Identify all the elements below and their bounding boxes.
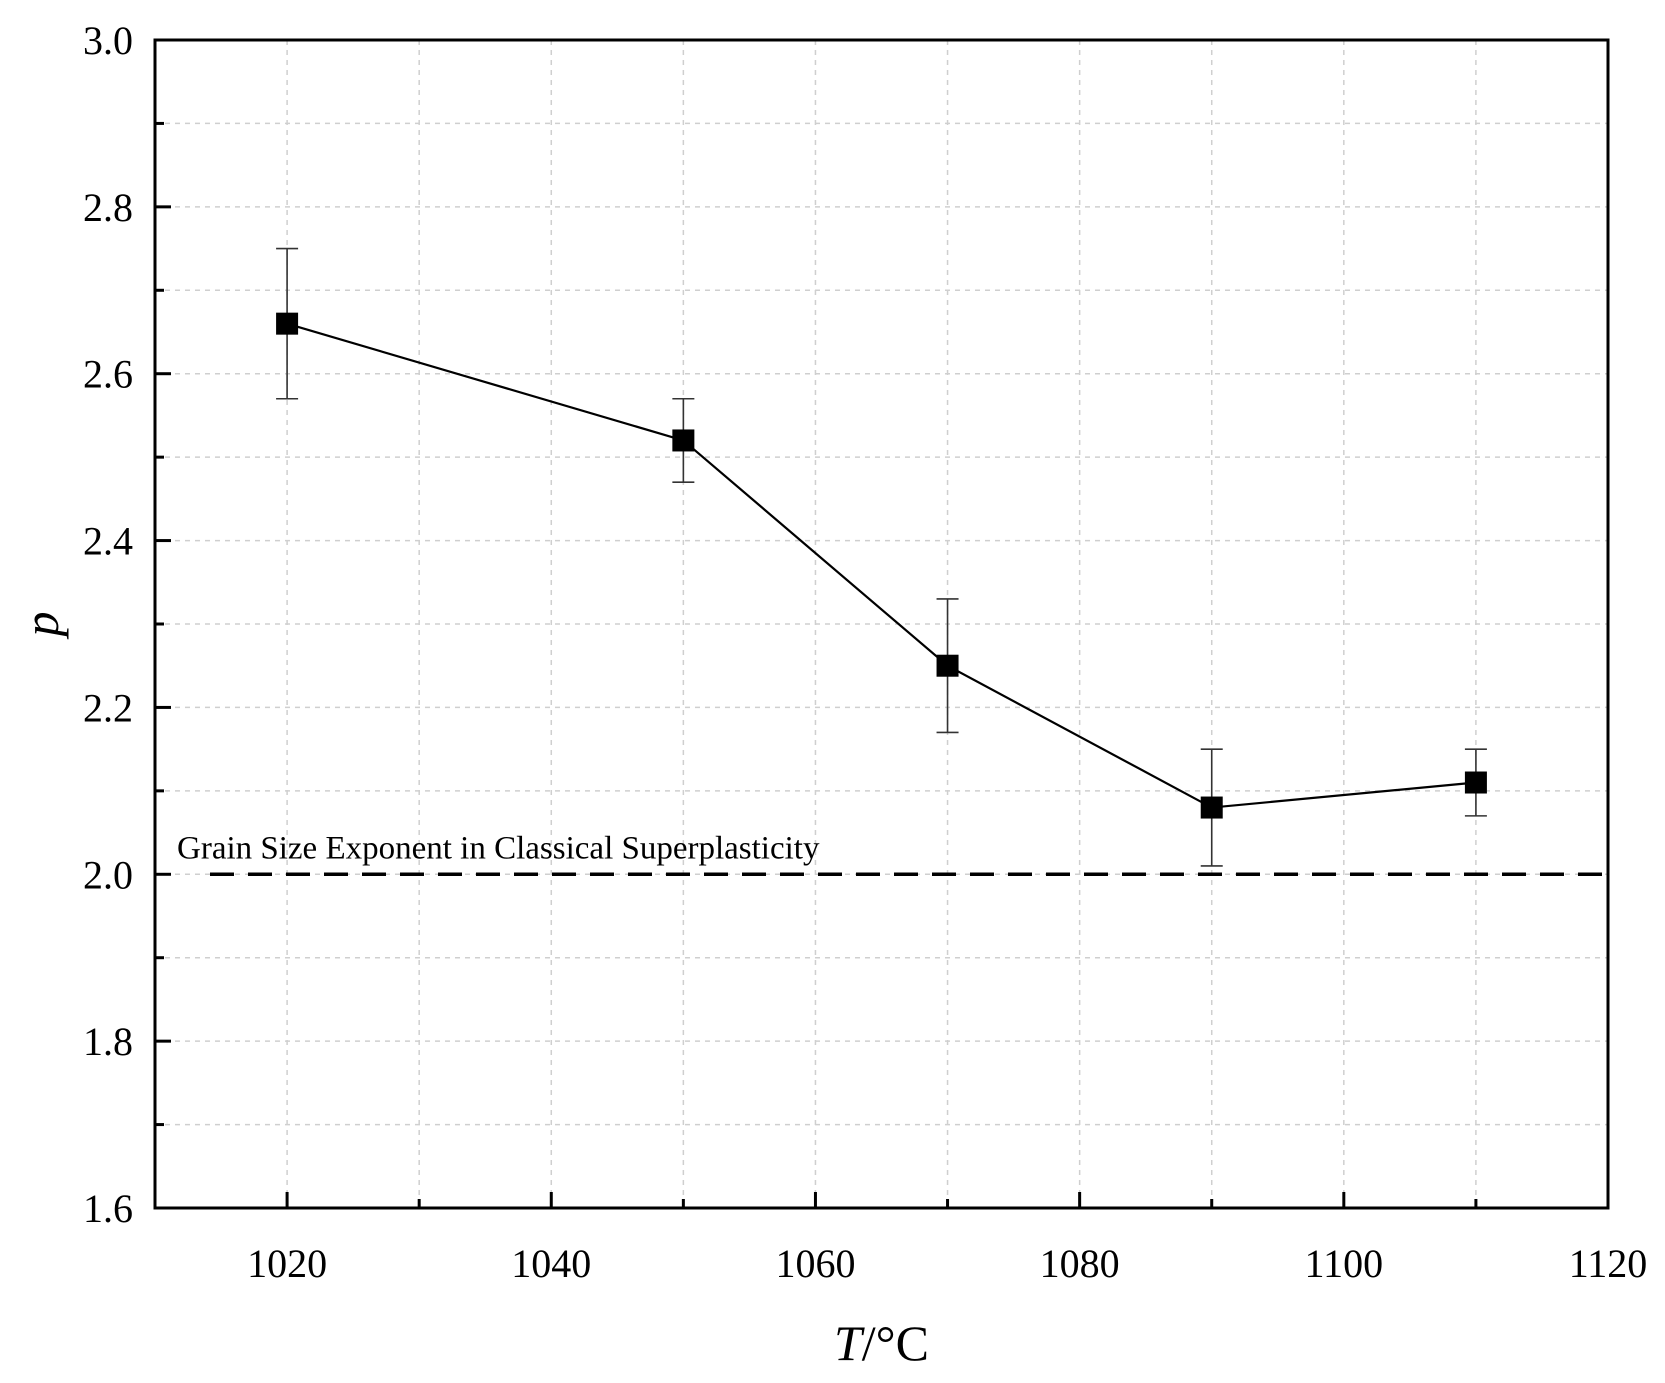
data-point [1464,771,1487,794]
y-tick-label: 2.6 [83,352,133,397]
y-tick-label: 1.8 [83,1019,133,1064]
x-axis-title-unit: /°C [862,1315,929,1371]
y-tick-label: 3.0 [83,18,133,63]
x-tick-label: 1060 [775,1241,855,1286]
x-axis-title: T/°C [834,1315,929,1371]
data-point [936,654,959,677]
x-tick-label: 1020 [247,1241,327,1286]
data-point [1200,796,1223,819]
x-tick-label: 1080 [1040,1241,1120,1286]
y-tick-label: 2.8 [83,185,133,230]
reference-line-group: Grain Size Exponent in Classical Superpl… [177,830,1608,877]
series-line [286,322,1477,809]
reference-line-label: Grain Size Exponent in Classical Superpl… [177,830,820,866]
x-tick-label: 1100 [1305,1241,1384,1286]
data-point [672,429,695,452]
data-point [276,312,299,335]
y-tick-label: 1.6 [83,1186,133,1231]
x-tick-label: 1040 [511,1241,591,1286]
y-tick-label: 2.2 [83,685,133,730]
ticks: 1020 1040 1060 1080 1100 1120 1.6 1.8 2.0 2.2 2.4 2… [83,18,1647,1286]
grid [155,40,1608,1208]
axes-frame [153,38,1610,1210]
y-tick-label: 2.4 [83,519,133,564]
y-tick-label: 2.0 [83,852,133,897]
plot-frame [153,38,1610,1210]
series [276,247,1487,867]
y-axis-title: p [13,612,69,640]
x-axis-title-var: T [834,1315,865,1371]
x-tick-label: 1120 [1569,1241,1648,1286]
